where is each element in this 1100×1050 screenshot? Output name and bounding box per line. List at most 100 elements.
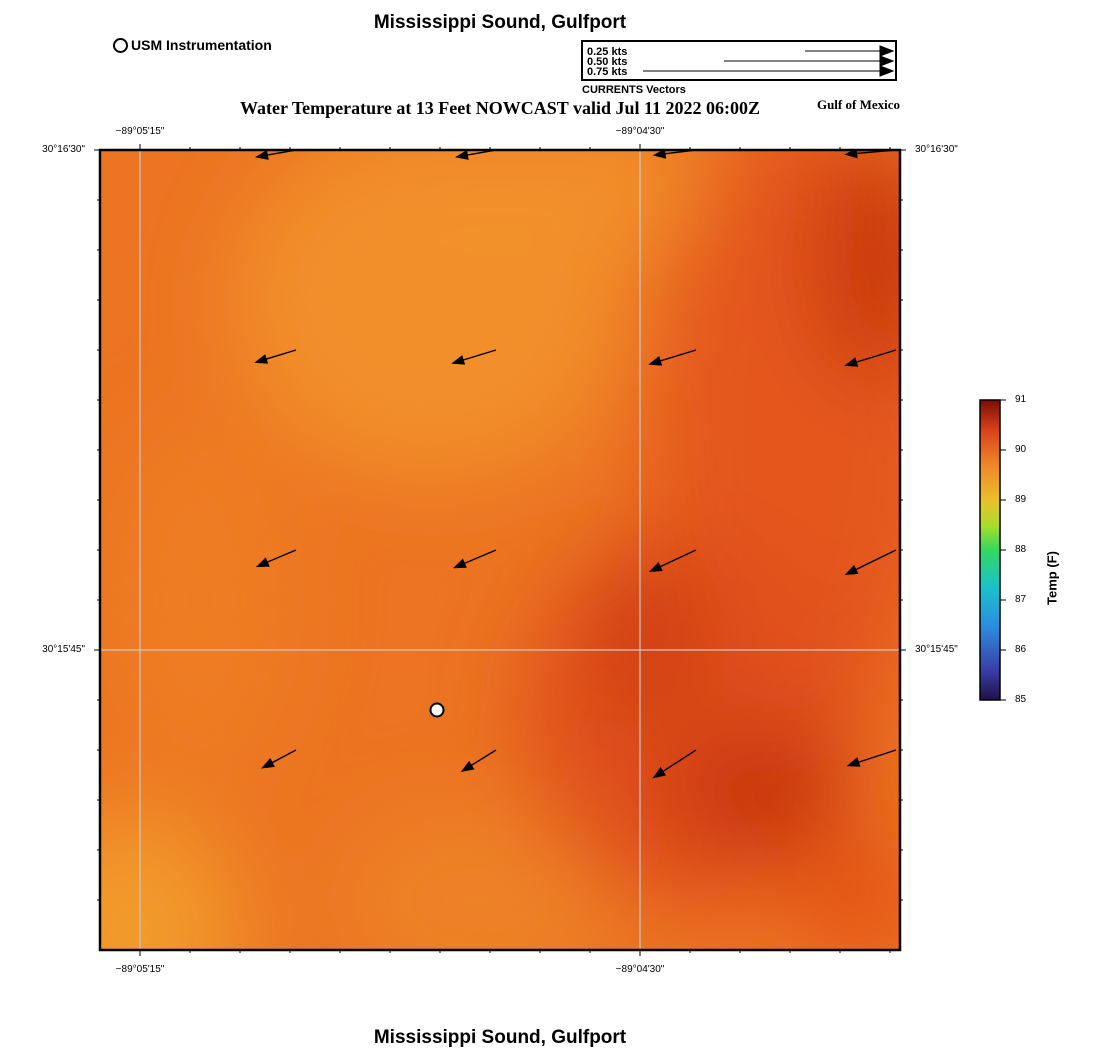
lat-tick-label-right-1: 30°16'30" bbox=[915, 144, 958, 155]
current-vector-head bbox=[648, 561, 663, 572]
vector-scale-label-075: 0.75 kts bbox=[587, 66, 628, 78]
current-vector bbox=[652, 749, 697, 779]
temp-zone-mid-south bbox=[340, 810, 620, 950]
current-vector-head bbox=[261, 758, 275, 769]
current-vector bbox=[846, 749, 897, 767]
current-vector bbox=[648, 549, 697, 572]
current-vector bbox=[261, 749, 297, 769]
temperature-field bbox=[100, 150, 900, 950]
lat-minor-ticks bbox=[97, 199, 903, 901]
lon-tick-label-bottom-1: −89°05'15" bbox=[115, 964, 165, 975]
current-vector-shaft bbox=[264, 150, 297, 157]
current-vector-head bbox=[846, 757, 861, 767]
current-vector-head bbox=[652, 767, 667, 779]
graticule bbox=[100, 150, 900, 950]
lat-major-ticks bbox=[94, 149, 906, 651]
current-vector-head bbox=[455, 150, 469, 160]
current-vector-shaft bbox=[657, 549, 697, 569]
current-vector bbox=[844, 349, 897, 367]
usm-legend-label: USM Instrumentation bbox=[131, 37, 272, 53]
current-vector-shaft bbox=[269, 749, 297, 765]
colorbar-tick-87: 87 bbox=[1015, 594, 1027, 605]
current-vector-shaft bbox=[468, 749, 497, 768]
current-vector bbox=[460, 749, 497, 773]
current-vector bbox=[648, 349, 697, 366]
current-vector-head bbox=[648, 356, 663, 366]
map-title: Mississippi Sound, Gulfport bbox=[373, 12, 627, 33]
current-vector-shaft bbox=[263, 349, 297, 361]
current-vector-head bbox=[255, 557, 270, 568]
lon-tick-label-top-2: −89°04'30" bbox=[615, 126, 665, 137]
current-vector-shaft bbox=[662, 150, 697, 155]
colorbar-tick-88: 88 bbox=[1015, 544, 1027, 555]
region-label: Gulf of Mexico bbox=[816, 97, 900, 112]
temp-zone-warm-central bbox=[520, 530, 860, 910]
current-vector-head bbox=[460, 760, 475, 773]
lon-tick-label-bottom-2: −89°04'30" bbox=[615, 964, 665, 975]
current-vector bbox=[255, 150, 297, 160]
current-vector-shaft bbox=[853, 349, 897, 364]
temp-zone-hot-southeast bbox=[670, 730, 850, 850]
current-vector bbox=[452, 549, 497, 569]
current-vector-shaft bbox=[461, 549, 497, 566]
current-vector-shaft bbox=[460, 349, 497, 362]
colorbar-tick-89: 89 bbox=[1015, 494, 1027, 505]
current-vector-head bbox=[844, 150, 858, 159]
usm-legend: USM Instrumentation bbox=[113, 37, 272, 53]
map-subtitle: Water Temperature at 13 Feet NOWCAST val… bbox=[240, 98, 760, 118]
current-vector-shaft bbox=[855, 749, 897, 764]
current-vector bbox=[652, 150, 697, 159]
current-vector bbox=[254, 349, 297, 364]
vector-caption: CURRENTS Vectors bbox=[582, 84, 686, 96]
temp-zone-mid-west bbox=[110, 420, 290, 780]
current-vector bbox=[844, 150, 897, 159]
vector-scale-label-025: 0.25 kts bbox=[587, 46, 628, 58]
temp-zone-hot-center bbox=[605, 550, 695, 730]
colorbar-gradient bbox=[979, 399, 1001, 701]
vector-scale-arrowhead-025 bbox=[879, 45, 895, 57]
current-vector-head bbox=[844, 564, 859, 576]
current-vectors bbox=[254, 150, 897, 779]
current-vector-head bbox=[254, 354, 269, 364]
colorbar-tick-90: 90 bbox=[1015, 444, 1027, 455]
colorbar-title: Temp (F) bbox=[1044, 551, 1060, 605]
lon-minor-ticks bbox=[189, 147, 891, 953]
usm-instrument-station[interactable] bbox=[429, 702, 445, 718]
current-vector-shaft bbox=[853, 549, 897, 572]
current-vector-shaft bbox=[660, 749, 697, 774]
current-vector-head bbox=[452, 558, 467, 569]
current-vector-head bbox=[451, 355, 466, 365]
current-vector bbox=[451, 349, 497, 365]
vector-scale-arrowhead-075 bbox=[879, 65, 895, 77]
lon-major-ticks bbox=[139, 144, 641, 956]
temp-zone-cool-southwest bbox=[100, 810, 240, 950]
lat-tick-label-left-1: 30°16'30" bbox=[42, 144, 85, 155]
current-vector bbox=[455, 150, 497, 160]
current-vector-shaft bbox=[657, 349, 697, 363]
colorbar bbox=[979, 399, 1006, 701]
colorbar-ticks bbox=[1000, 399, 1006, 701]
vector-scale-legend: 0.25 kts 0.50 kts 0.75 kts bbox=[581, 40, 897, 81]
temp-zone-cool-top bbox=[380, 150, 740, 260]
current-vector bbox=[844, 549, 897, 576]
current-vector-head bbox=[255, 150, 269, 160]
current-vector-shaft bbox=[854, 150, 897, 155]
current-vector-shaft bbox=[264, 549, 297, 564]
vector-scale-label-050: 0.50 kts bbox=[587, 56, 628, 68]
vector-scale-arrows bbox=[643, 45, 895, 77]
station-marker-icon bbox=[113, 37, 128, 53]
lat-tick-label-left-2: 30°15'45" bbox=[42, 644, 85, 655]
current-vector-head bbox=[844, 357, 859, 367]
lat-tick-label-right-2: 30°15'45" bbox=[915, 644, 958, 655]
colorbar-tick-91: 91 bbox=[1015, 394, 1027, 405]
colorbar-tick-85: 85 bbox=[1015, 694, 1027, 705]
current-vector-shaft bbox=[464, 150, 497, 157]
temp-zone-warm-corner bbox=[800, 840, 900, 950]
current-vector bbox=[255, 549, 297, 568]
frame-ticks bbox=[94, 144, 906, 956]
lon-tick-label-top-1: −89°05'15" bbox=[115, 126, 165, 137]
colorbar-tick-86: 86 bbox=[1015, 644, 1027, 655]
temp-zone-hot-northeast bbox=[820, 150, 900, 380]
current-vector-head bbox=[652, 150, 667, 159]
